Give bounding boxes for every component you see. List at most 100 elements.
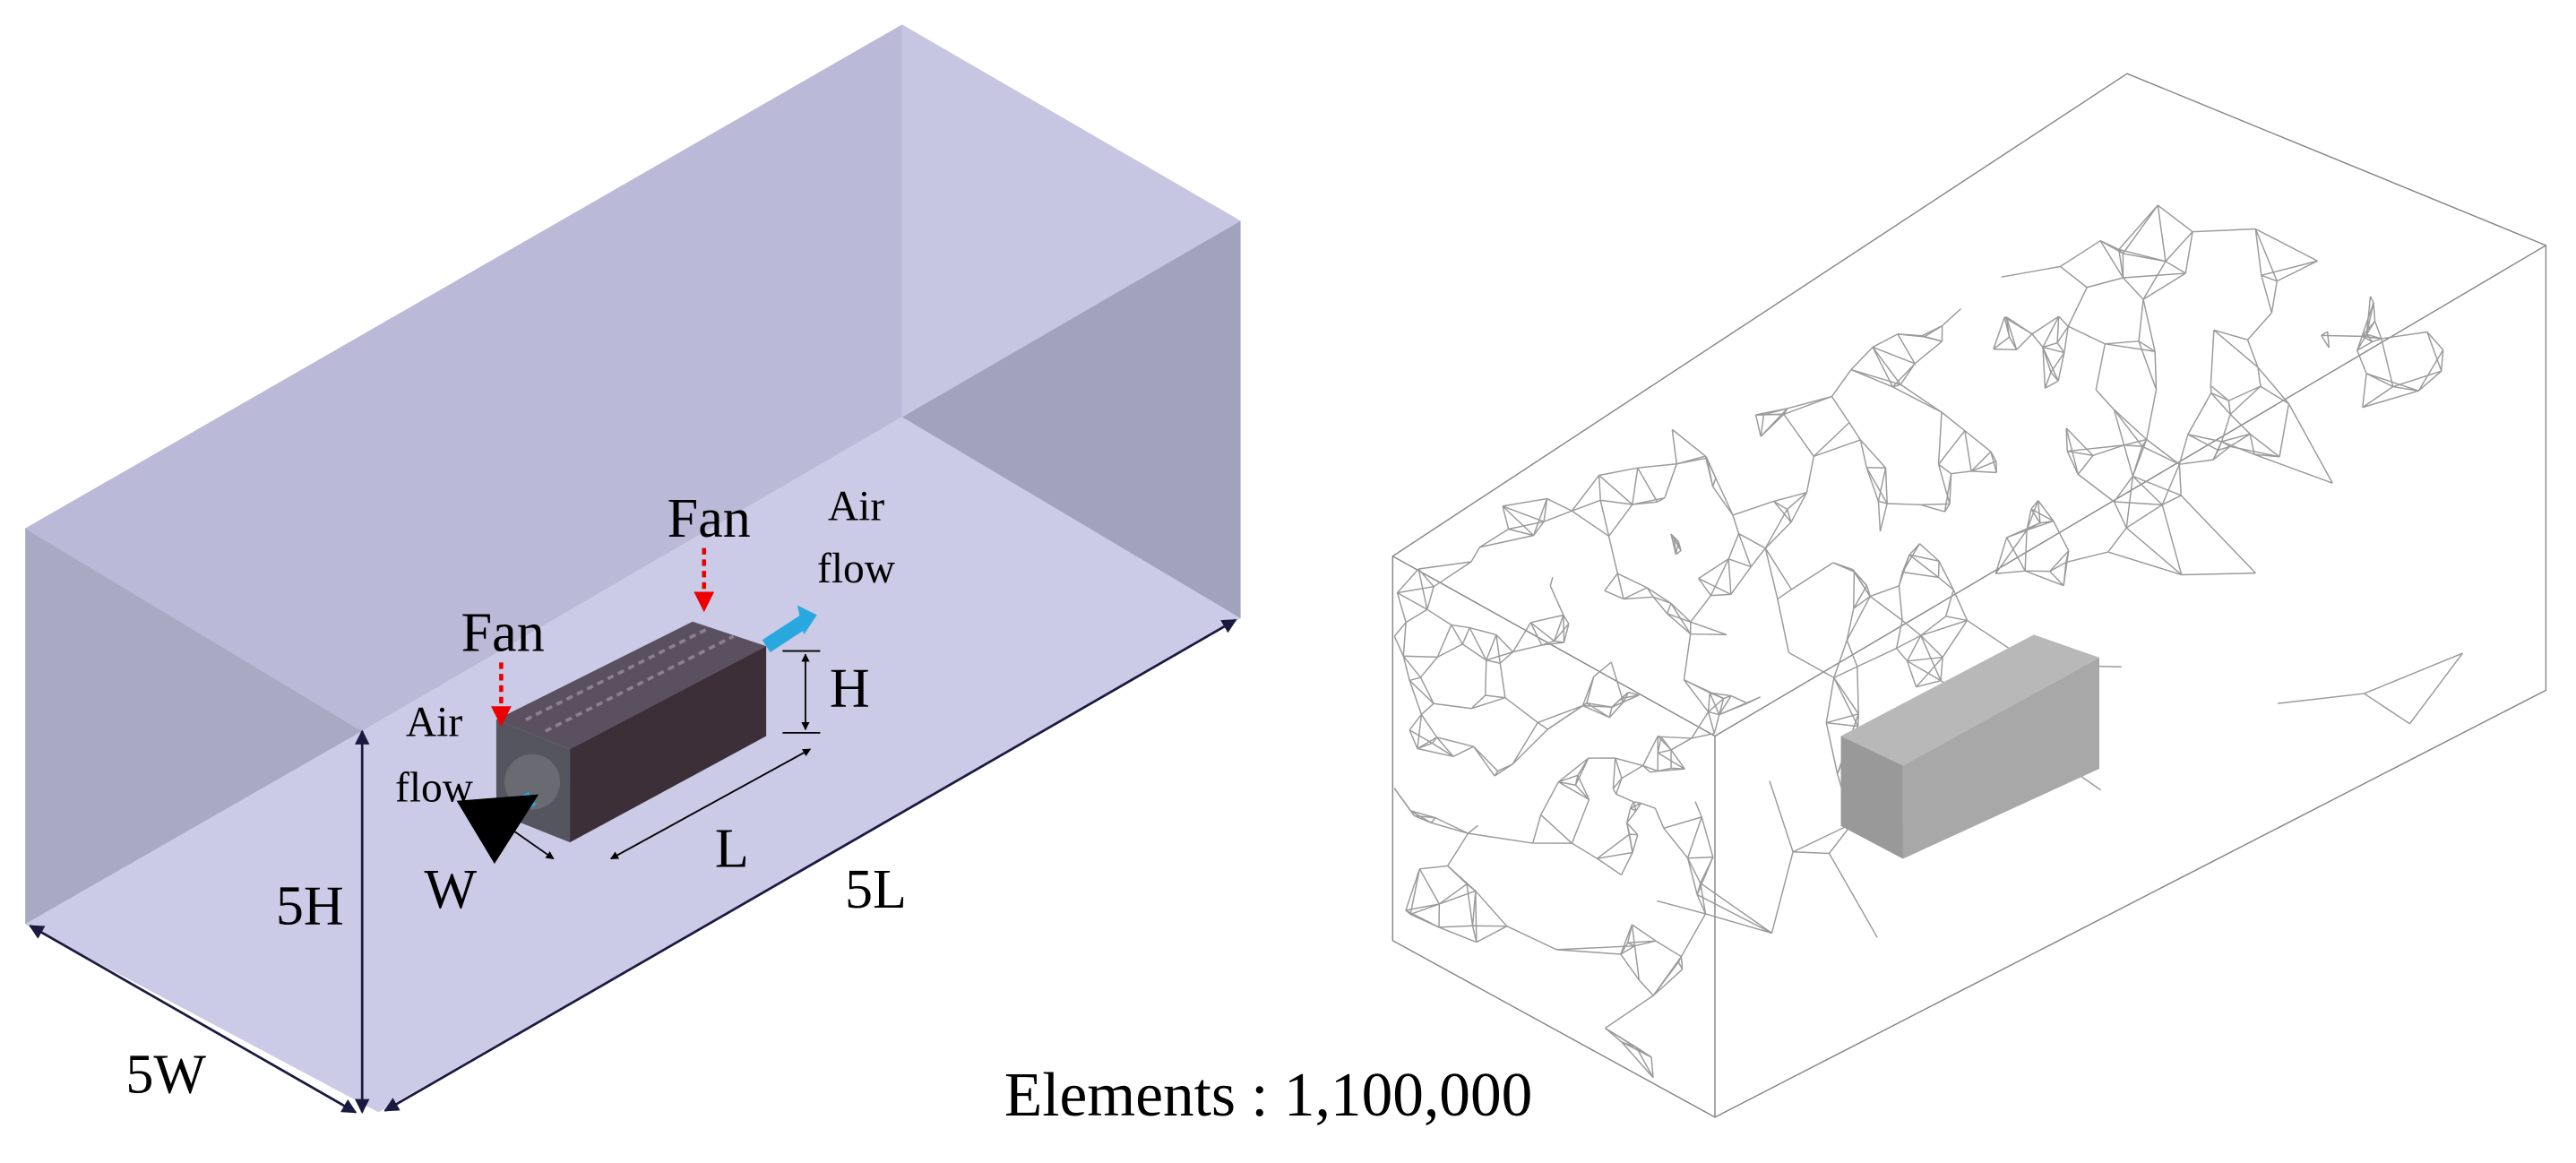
mesh-edge — [1598, 467, 1638, 477]
mesh-edge — [1652, 969, 1684, 996]
mesh-edge — [1750, 547, 1766, 568]
mesh-edge — [1652, 596, 1672, 605]
mesh-edge — [1512, 622, 1532, 652]
mesh-edge — [1884, 468, 1888, 504]
mesh-edge — [1571, 799, 1590, 844]
mesh-edge — [1405, 909, 1440, 928]
mesh-edge — [1790, 492, 1808, 523]
mesh-edge — [1612, 788, 1617, 795]
mesh-edge — [1417, 737, 1437, 750]
mesh-edge — [1558, 780, 1576, 786]
mesh-edge — [2042, 341, 2058, 349]
mesh-edge — [1608, 702, 1624, 719]
mesh-edge — [2212, 445, 2231, 461]
mesh-edge — [1916, 657, 1943, 688]
mesh-edge — [1896, 634, 1922, 650]
mesh-edge — [2364, 652, 2463, 694]
mesh-edge — [2362, 373, 2367, 408]
mesh-edge — [2031, 315, 2060, 335]
mesh-edge — [1719, 695, 1732, 715]
mesh-edge — [1574, 757, 1590, 786]
mesh-edge — [1476, 926, 1508, 943]
mesh-edge — [1574, 784, 1590, 800]
mesh-edge — [1502, 505, 1510, 530]
mesh-edge — [1869, 585, 1900, 598]
mesh-edge — [2056, 316, 2060, 343]
mesh-edge — [1625, 807, 1632, 823]
mesh-edge — [2042, 315, 2060, 348]
mesh-edge — [1825, 722, 1839, 774]
mesh-edge — [1951, 470, 1972, 475]
mesh-edge — [1686, 857, 1698, 895]
mesh-edge — [1859, 439, 1887, 469]
mesh-edge — [1431, 822, 1469, 834]
mesh-edge — [2161, 495, 2182, 505]
mesh-edge — [1409, 903, 1440, 916]
mesh-edge — [1995, 570, 2026, 574]
mesh-edge — [1869, 596, 1903, 621]
mesh-edge — [1655, 940, 1682, 958]
mesh-edge — [2113, 409, 2143, 447]
mesh-edge — [1615, 757, 1643, 767]
mesh-edge — [2124, 438, 2147, 446]
mesh-edge — [1638, 979, 1654, 996]
mesh-edge — [1641, 736, 1658, 766]
mesh-edge — [1475, 890, 1508, 927]
mesh-edge — [1426, 608, 1452, 626]
mesh-edge — [2229, 433, 2251, 447]
mesh-edge — [2049, 571, 2064, 587]
mesh-edge — [2107, 551, 2182, 576]
mesh-edge — [2228, 385, 2262, 401]
mesh-edge — [2356, 349, 2367, 375]
mesh-edge — [1486, 650, 1513, 661]
mesh-edge — [1654, 807, 1665, 829]
mesh-edge — [1670, 749, 1685, 770]
mesh-edge — [1853, 572, 1856, 609]
mesh-edge — [1898, 585, 1903, 621]
mesh-edge — [1553, 615, 1564, 642]
mesh-edge — [1623, 596, 1654, 600]
mesh-edge — [1529, 622, 1555, 642]
mesh-edge — [1632, 496, 1666, 505]
mesh-edge — [2362, 390, 2419, 409]
mesh-edge — [2042, 347, 2059, 382]
mesh-edge — [1615, 757, 1623, 779]
mesh-edge — [1857, 713, 1859, 727]
mesh-edge — [1419, 656, 1438, 678]
mesh-edge — [1671, 428, 1706, 457]
mesh-edge — [2361, 335, 2374, 343]
mesh-edge — [2362, 385, 2394, 409]
mesh-edge — [2210, 384, 2229, 401]
mesh-edge — [2113, 476, 2133, 503]
mesh-edge — [1582, 704, 1610, 719]
mesh-edge — [1642, 764, 1658, 772]
mesh-edge — [1581, 676, 1595, 706]
mesh-edge — [1571, 475, 1600, 512]
mesh-edge — [1698, 558, 1729, 580]
mesh-edge — [1825, 677, 1835, 723]
mesh-edge — [1865, 467, 1880, 502]
mesh-edge — [1701, 816, 1714, 857]
mesh-edge — [1708, 711, 1719, 716]
mesh-edge — [1599, 500, 1610, 537]
mesh-edge — [2125, 476, 2134, 529]
mesh-edge — [1783, 395, 1832, 416]
mesh-edge — [1612, 778, 1623, 789]
mesh-edge — [1907, 656, 1943, 662]
mesh-edge — [1410, 810, 1436, 819]
mesh-edge — [1993, 348, 2017, 351]
mesh-edge — [1994, 530, 2028, 574]
mesh-edge — [2005, 316, 2018, 350]
mesh-edge — [1891, 363, 1916, 388]
mesh-edge — [2065, 551, 2108, 564]
mesh-edge — [1791, 562, 1834, 590]
mesh-edge — [1397, 591, 1428, 610]
mesh-edge — [2146, 438, 2180, 465]
mesh-edge — [1632, 468, 1639, 505]
mesh-edge — [2255, 228, 2318, 262]
mesh-edge — [1502, 497, 1547, 507]
mesh-edge — [1531, 814, 1542, 844]
mesh-edge — [1707, 693, 1710, 712]
mesh — [1391, 73, 2547, 1118]
mesh-edge — [1540, 814, 1572, 844]
